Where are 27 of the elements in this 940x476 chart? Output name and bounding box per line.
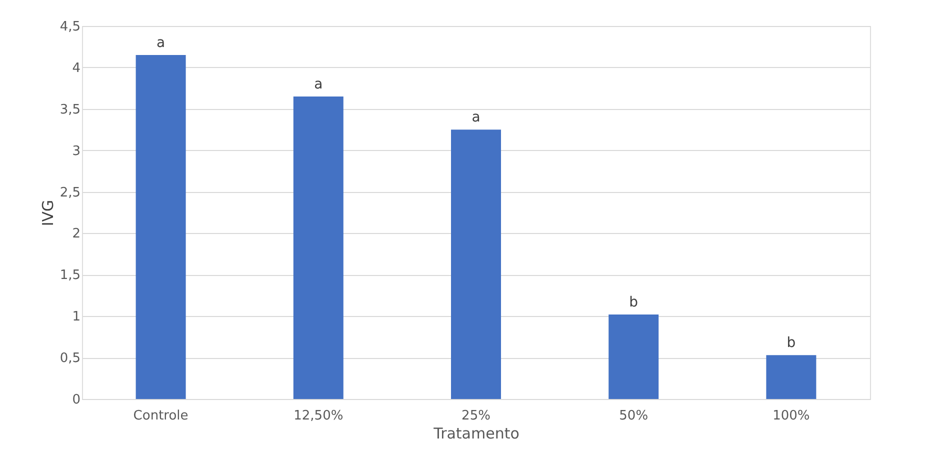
x-axis-title: Tratamento [432, 424, 520, 442]
annotation: b [786, 335, 796, 352]
bar [136, 55, 186, 399]
y-tick-label: 0,5 [60, 351, 80, 366]
y-tick-label: 2,5 [60, 185, 80, 200]
y-tick-label: 4,5 [60, 20, 80, 34]
y-tick-label: 3 [72, 144, 80, 159]
bar [451, 130, 501, 399]
y-tick-label: 1 [72, 310, 80, 325]
annotation: a [472, 110, 480, 126]
x-tick-label: 25% [462, 408, 490, 424]
x-tick-label: Controle [133, 408, 188, 424]
x-tick-label: 100% [772, 408, 810, 424]
bar [608, 314, 659, 399]
bar [293, 96, 344, 399]
annotation: b [629, 294, 638, 310]
x-tick-label: 12,50% [294, 408, 344, 424]
y-tick-label: 1,5 [60, 268, 80, 284]
bar [766, 355, 816, 399]
y-axis-title: IVG [38, 200, 57, 226]
y-tick-label: 2 [72, 226, 80, 242]
y-tick-label: 4 [72, 60, 80, 76]
annotation: a [156, 35, 166, 52]
y-tick-label: 0 [72, 392, 80, 408]
x-tick-label: 50% [619, 408, 648, 424]
annotation: a [314, 76, 323, 92]
y-tick-label: 3,5 [60, 102, 80, 118]
